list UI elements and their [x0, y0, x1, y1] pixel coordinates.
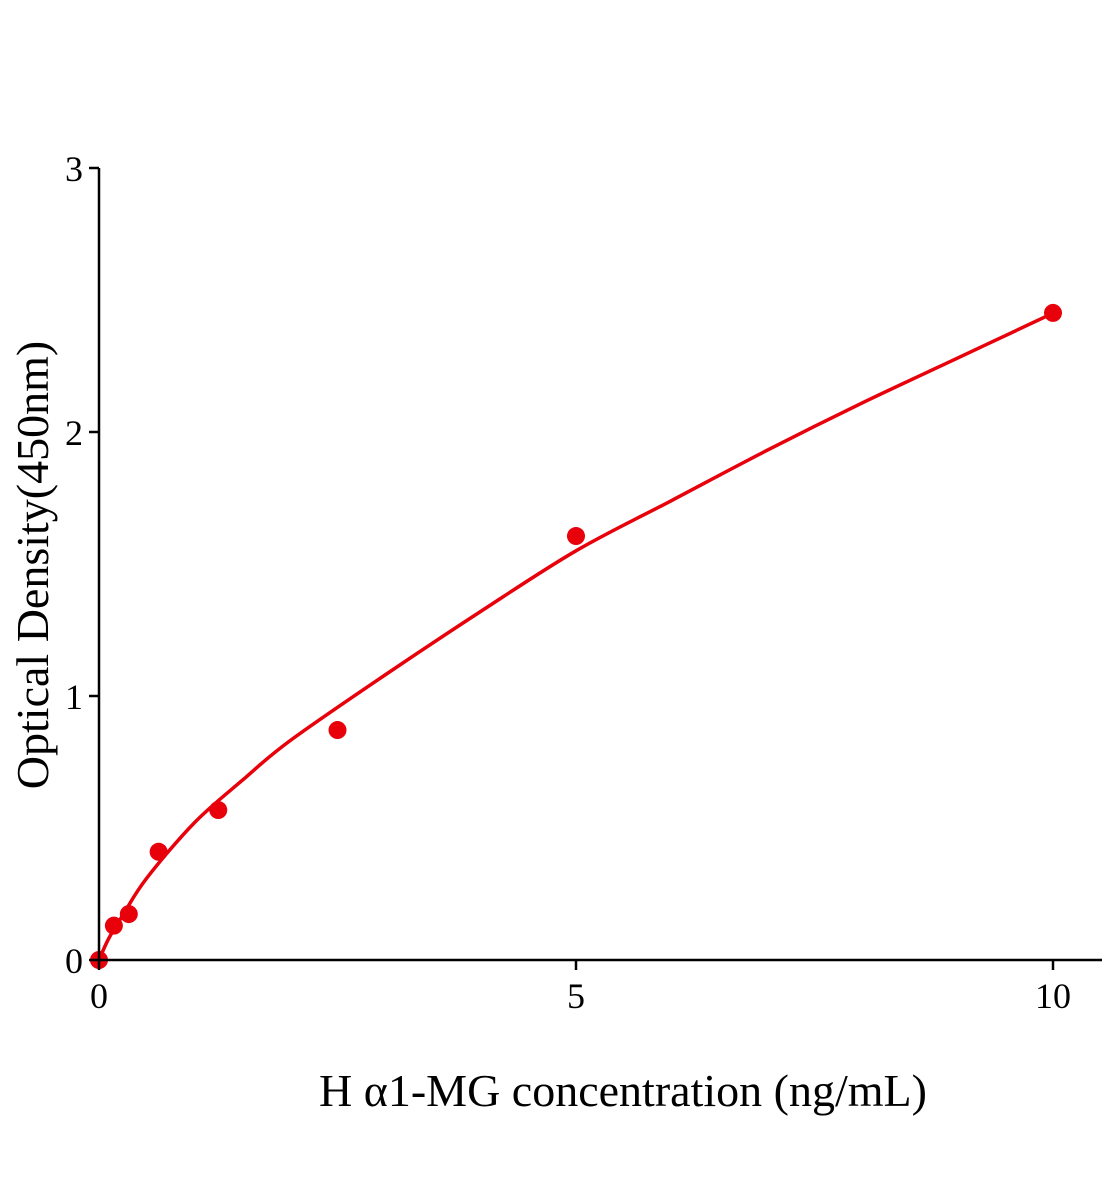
y-tick-label: 2 — [65, 413, 83, 453]
x-axis-title: H α1-MG concentration (ng/mL) — [319, 1065, 927, 1116]
data-point — [328, 721, 347, 740]
x-tick-label: 10 — [1035, 976, 1071, 1016]
y-tick-label: 0 — [65, 941, 83, 981]
data-point — [149, 842, 168, 861]
ticks-layer: 0 5 10 0 1 2 3 — [65, 149, 1071, 1016]
data-point — [104, 916, 123, 935]
data-points-layer — [90, 303, 1062, 969]
data-point — [209, 801, 228, 820]
data-point — [119, 905, 138, 924]
fit-curve-layer — [97, 311, 1054, 961]
fit-curve — [97, 311, 1054, 961]
data-point — [1044, 303, 1062, 322]
data-point — [567, 527, 585, 546]
y-axis-title: Optical Density(450nm) — [7, 341, 58, 789]
x-tick-label: 0 — [90, 976, 108, 1016]
y-tick-label: 3 — [65, 149, 83, 189]
y-tick-label: 1 — [65, 677, 83, 717]
x-tick-label: 5 — [567, 976, 585, 1016]
